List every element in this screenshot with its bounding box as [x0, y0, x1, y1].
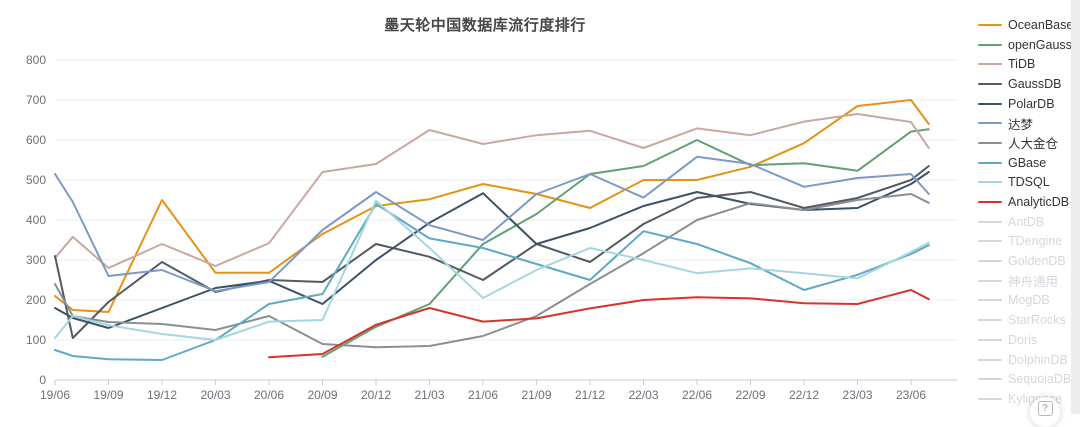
legend-swatch	[978, 358, 1002, 361]
legend-swatch	[978, 141, 1002, 144]
x-axis-label: 20/09	[307, 388, 337, 402]
legend-label: 神舟通用	[1008, 275, 1059, 290]
legend-label: 达梦	[1008, 117, 1034, 132]
legend-item-神舟通用[interactable]: 神舟通用	[978, 271, 1074, 291]
y-axis-label: 800	[26, 53, 46, 67]
x-axis-label: 19/12	[147, 388, 177, 402]
legend-label: AnalyticDB	[1008, 195, 1070, 210]
x-axis-label: 22/06	[682, 388, 712, 402]
legend-swatch	[978, 240, 1002, 243]
legend-swatch	[978, 338, 1002, 341]
legend-label: AntDB	[1008, 214, 1045, 229]
series-line-openGauss[interactable]	[321, 128, 930, 358]
x-axis-label: 22/09	[735, 388, 765, 402]
legend-item-PolarDB[interactable]: PolarDB	[978, 94, 1074, 114]
legend-item-GBase[interactable]: GBase	[978, 153, 1074, 173]
y-axis-label: 700	[26, 93, 46, 107]
legend-label: Doris	[1008, 332, 1038, 347]
legend-label: 人大金仓	[1008, 137, 1059, 152]
legend-swatch	[978, 102, 1002, 105]
x-axis-label: 20/12	[361, 388, 391, 402]
legend-label: GBase	[1008, 155, 1047, 170]
legend-item-Doris[interactable]: Doris	[978, 330, 1074, 350]
y-axis-label: 600	[26, 133, 46, 147]
x-axis-label: 22/12	[789, 388, 819, 402]
legend-swatch	[978, 201, 1002, 204]
legend-label: OceanBase	[1008, 17, 1074, 32]
legend-swatch	[978, 82, 1002, 85]
x-axis-label: 21/12	[575, 388, 605, 402]
legend-swatch	[978, 397, 1002, 400]
legend-item-GaussDB[interactable]: GaussDB	[978, 74, 1074, 94]
chart-title: 墨天轮中国数据库流行度排行	[384, 17, 586, 34]
x-axis-label: 21/06	[468, 388, 498, 402]
line-chart: 0 100 200 300 400 500 600 700 800 19/06 19/09 19/12…	[26, 53, 958, 402]
y-axis-label: 200	[26, 293, 46, 307]
x-axis-label: 23/03	[842, 388, 872, 402]
legend-swatch	[978, 181, 1002, 184]
legend-swatch	[978, 279, 1002, 282]
legend-item-TDengine[interactable]: TDengine	[978, 232, 1074, 252]
x-axis-label: 20/03	[200, 388, 230, 402]
series-line-人大金仓[interactable]	[54, 193, 930, 349]
x-axis-label: 22/03	[628, 388, 658, 402]
legend-item-DolphinDB[interactable]: DolphinDB	[978, 350, 1074, 370]
x-axis-label: 20/06	[254, 388, 284, 402]
legend-label: PolarDB	[1008, 96, 1055, 111]
series-line-GBase[interactable]	[54, 203, 930, 361]
x-axis-label: 21/09	[521, 388, 551, 402]
legend-item-AnalyticDB[interactable]: AnalyticDB	[978, 192, 1074, 212]
legend-swatch	[978, 220, 1002, 223]
x-axis-label: 23/06	[896, 388, 926, 402]
series-line-TiDB[interactable]	[54, 113, 930, 269]
legend-item-SequoiaDB[interactable]: SequoiaDB	[978, 369, 1074, 389]
legend-label: TDengine	[1008, 234, 1063, 249]
legend: OceanBase openGauss TiDB GaussDB PolarDB 达梦人大…	[978, 15, 1074, 409]
scrollbar-track[interactable]	[1071, 0, 1080, 414]
legend-label: StarRocks	[1008, 313, 1066, 328]
y-axis-label: 400	[26, 213, 46, 227]
legend-item-TiDB[interactable]: TiDB	[978, 54, 1074, 74]
legend-label: TDSQL	[1008, 175, 1050, 190]
legend-item-AntDB[interactable]: AntDB	[978, 212, 1074, 232]
legend-item-Kyligence[interactable]: Kyligence	[978, 389, 1074, 409]
y-axis-label: 300	[26, 253, 46, 267]
legend-item-人大金仓[interactable]: 人大金仓	[978, 133, 1074, 153]
x-axis-label: 19/09	[93, 388, 123, 402]
legend-swatch	[978, 299, 1002, 302]
legend-label: GaussDB	[1008, 76, 1062, 91]
x-axis-label: 21/03	[414, 388, 444, 402]
legend-item-TDSQL[interactable]: TDSQL	[978, 173, 1074, 193]
series-line-OceanBase[interactable]	[54, 99, 930, 313]
legend-label: TiDB	[1008, 57, 1036, 72]
series-line-AnalyticDB[interactable]	[268, 289, 930, 359]
legend-item-StarRocks[interactable]: StarRocks	[978, 310, 1074, 330]
series-line-达梦[interactable]	[54, 155, 930, 293]
legend-item-MogDB[interactable]: MogDB	[978, 291, 1074, 311]
y-axis-label: 0	[39, 373, 46, 387]
help-button[interactable]: ?	[1030, 397, 1060, 427]
legend-swatch	[978, 378, 1002, 381]
y-axis-label: 100	[26, 333, 46, 347]
legend-item-达梦[interactable]: 达梦	[978, 113, 1074, 133]
legend-swatch	[978, 63, 1002, 66]
legend-swatch	[978, 43, 1002, 46]
legend-label: GoldenDB	[1008, 254, 1066, 269]
legend-swatch	[978, 319, 1002, 322]
legend-swatch	[978, 122, 1002, 125]
legend-item-GoldenDB[interactable]: GoldenDB	[978, 251, 1074, 271]
legend-label: MogDB	[1008, 293, 1050, 308]
legend-swatch	[978, 260, 1002, 263]
series-line-GaussDB[interactable]	[54, 165, 930, 339]
legend-swatch	[978, 161, 1002, 164]
legend-label: SequoiaDB	[1008, 372, 1072, 387]
legend-label: DolphinDB	[1008, 352, 1068, 367]
legend-swatch	[978, 23, 1002, 26]
legend-item-OceanBase[interactable]: OceanBase	[978, 15, 1074, 35]
legend-label: openGauss	[1008, 37, 1072, 52]
x-axis-label: 19/06	[40, 388, 70, 402]
y-axis-label: 500	[26, 173, 46, 187]
legend-item-openGauss[interactable]: openGauss	[978, 35, 1074, 55]
series-line-TDSQL[interactable]	[54, 199, 930, 341]
